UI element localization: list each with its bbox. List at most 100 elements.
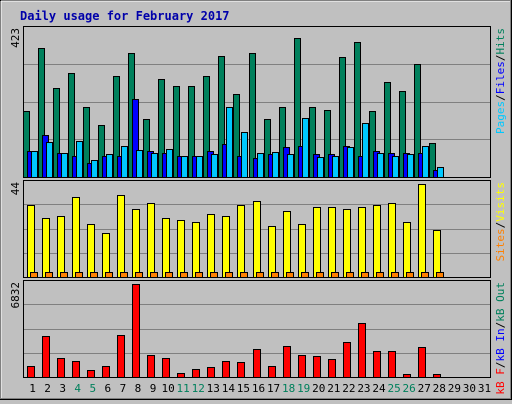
bar-sites-day-7 <box>120 272 128 278</box>
bar-kb-f-day-25 <box>388 351 396 378</box>
bar-visits-day-10 <box>162 218 170 278</box>
bar-hits-day-3 <box>53 88 60 178</box>
bar-kb-f-day-15 <box>237 362 245 378</box>
bar-hits-day-17 <box>264 119 271 178</box>
bar-kb-f-day-11 <box>177 373 185 378</box>
x-tick-label-2: 2 <box>44 382 51 395</box>
x-tick-label-17: 17 <box>267 382 280 395</box>
x-tick-label-19: 19 <box>297 382 310 395</box>
bar-pages-day-2 <box>46 142 53 178</box>
x-tick-label-9: 9 <box>150 382 157 395</box>
bar-visits-day-2 <box>42 218 50 278</box>
bar-visits-day-3 <box>57 216 65 278</box>
x-tick-label-5: 5 <box>89 382 96 395</box>
right-legend-hits-files-pages: Pages/Files/Hits <box>494 28 507 134</box>
bar-hits-day-19 <box>294 38 301 178</box>
bar-pages-day-24 <box>377 153 384 178</box>
bar-kb-f-day-21 <box>328 359 336 378</box>
bar-sites-day-17 <box>271 272 279 278</box>
x-tick-label-8: 8 <box>135 382 142 395</box>
bar-visits-day-21 <box>328 207 336 278</box>
bar-hits-day-9 <box>143 119 150 178</box>
bar-hits-day-1 <box>23 111 30 178</box>
bar-sites-day-23 <box>361 272 369 278</box>
bar-sites-day-28 <box>436 272 444 278</box>
bar-pages-day-19 <box>302 118 309 178</box>
bar-sites-day-21 <box>331 272 339 278</box>
bar-sites-day-4 <box>75 272 83 278</box>
bar-hits-day-24 <box>369 111 376 178</box>
bar-pages-day-25 <box>392 156 399 178</box>
bar-sites-day-24 <box>376 272 384 278</box>
bar-kb-f-day-5 <box>87 370 95 378</box>
bar-kb-f-day-1 <box>27 366 35 378</box>
bar-pages-day-8 <box>136 150 143 178</box>
bar-kb-f-day-24 <box>373 351 381 378</box>
bar-kb-f-day-26 <box>403 374 411 378</box>
bar-pages-day-20 <box>317 157 324 178</box>
bar-visits-day-26 <box>403 222 411 278</box>
bar-visits-day-20 <box>313 207 321 278</box>
x-tick-label-14: 14 <box>222 382 236 395</box>
bar-pages-day-15 <box>241 132 248 178</box>
bar-kb-f-day-18 <box>283 346 291 378</box>
x-tick-label-31: 31 <box>478 382 491 395</box>
bar-pages-day-5 <box>91 160 98 178</box>
legend-label-files: Files <box>494 61 507 94</box>
bar-visits-day-7 <box>117 195 125 278</box>
bar-sites-day-8 <box>135 272 143 278</box>
bar-hits-day-13 <box>203 76 210 178</box>
bar-hits-day-21 <box>324 110 331 178</box>
x-tick-label-10: 10 <box>161 382 174 395</box>
bar-hits-day-2 <box>38 48 45 178</box>
bar-visits-day-16 <box>253 201 261 278</box>
bar-hits-day-10 <box>158 79 165 178</box>
bar-sites-day-25 <box>391 272 399 278</box>
legend-label-sites: Sites <box>494 228 507 261</box>
bar-visits-day-12 <box>192 222 200 278</box>
bar-visits-day-17 <box>268 226 276 278</box>
legend-label-hits: Hits <box>494 28 507 55</box>
bar-sites-day-10 <box>165 272 173 278</box>
bar-visits-day-6 <box>102 233 110 278</box>
x-tick-label-27: 27 <box>418 382 431 395</box>
bar-pages-day-9 <box>151 153 158 178</box>
bar-pages-day-16 <box>257 153 264 178</box>
x-tick-label-26: 26 <box>403 382 416 395</box>
x-tick-label-21: 21 <box>327 382 340 395</box>
bar-visits-day-13 <box>207 214 215 278</box>
bar-visits-day-8 <box>132 209 140 278</box>
bar-visits-day-1 <box>27 205 35 278</box>
x-tick-label-1: 1 <box>29 382 36 395</box>
bar-pages-day-26 <box>407 154 414 178</box>
bar-visits-day-18 <box>283 211 291 278</box>
bar-visits-day-15 <box>237 205 245 278</box>
bar-visits-day-23 <box>358 207 366 278</box>
bar-hits-day-4 <box>68 73 75 178</box>
bar-pages-day-14 <box>226 107 233 178</box>
bar-kb-f-day-20 <box>313 356 321 378</box>
bar-hits-day-23 <box>354 42 361 178</box>
bar-sites-day-14 <box>225 272 233 278</box>
bar-kb-f-day-4 <box>72 361 80 378</box>
x-tick-label-29: 29 <box>448 382 461 395</box>
bar-hits-day-20 <box>309 107 316 178</box>
bar-hits-day-26 <box>399 91 406 178</box>
bar-visits-day-5 <box>87 224 95 278</box>
bar-pages-day-28 <box>437 167 444 178</box>
legend-label-kb-in: kB In <box>494 328 507 361</box>
bar-pages-day-3 <box>61 153 68 178</box>
bar-kb-f-day-16 <box>253 349 261 378</box>
bar-sites-day-3 <box>60 272 68 278</box>
bar-kb-f-day-19 <box>298 355 306 378</box>
bar-sites-day-9 <box>150 272 158 278</box>
y-max-label-hits-files-pages: 423 <box>9 28 22 48</box>
bar-hits-day-7 <box>113 76 120 178</box>
bar-hits-day-16 <box>249 53 256 178</box>
bar-sites-day-6 <box>105 272 113 278</box>
bar-visits-day-14 <box>222 216 230 278</box>
x-tick-label-3: 3 <box>59 382 66 395</box>
bar-pages-day-18 <box>287 154 294 178</box>
bar-pages-day-7 <box>121 146 128 178</box>
bar-sites-day-22 <box>346 272 354 278</box>
